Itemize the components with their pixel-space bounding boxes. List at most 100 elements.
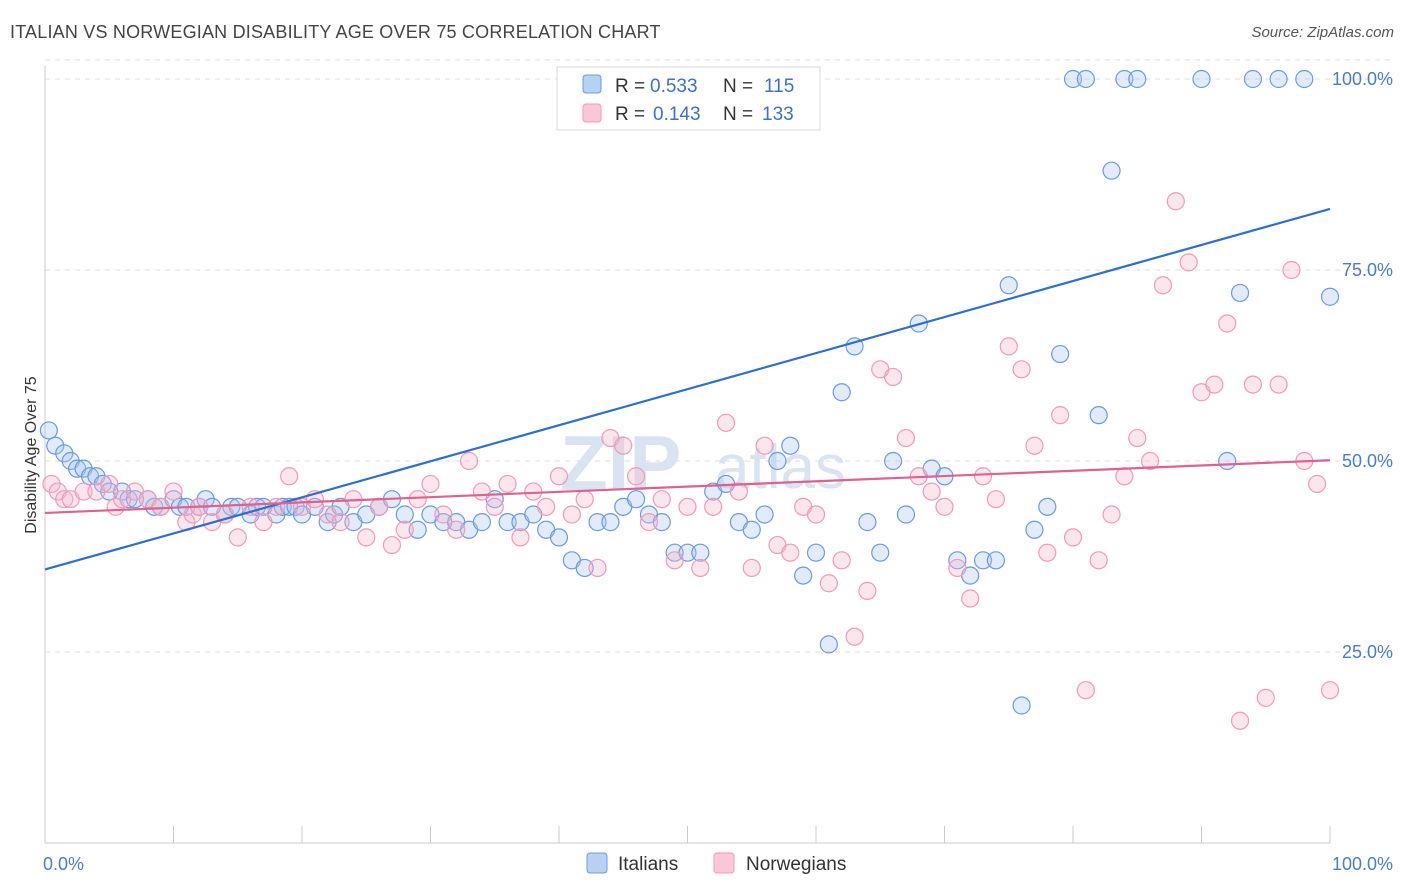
- norwegians-point: [421, 474, 440, 494]
- italians-point: [498, 513, 517, 532]
- italians-point: [883, 451, 903, 471]
- norwegians-point: [524, 482, 543, 501]
- norwegians-point: [1063, 528, 1083, 547]
- norwegians-point: [1089, 551, 1108, 570]
- legend-n-value-2: 133: [762, 104, 794, 125]
- norwegians-point: [511, 528, 530, 547]
- norwegians-point: [1012, 360, 1031, 379]
- norwegians-point: [1230, 711, 1250, 730]
- norwegians-point: [164, 482, 183, 501]
- italians-point: [408, 520, 427, 539]
- italians-point: [93, 474, 112, 494]
- italians-point: [1115, 69, 1134, 89]
- norwegians-point: [729, 482, 749, 501]
- italians-point: [325, 505, 344, 524]
- italians-point: [55, 444, 74, 463]
- italians-point: [196, 490, 215, 509]
- bottom-legend-norwegians: Norwegians: [746, 854, 846, 875]
- norwegians-point: [935, 497, 954, 516]
- bottom-legend-swatch-italians: [586, 852, 608, 874]
- norwegians-point: [806, 505, 826, 524]
- italians-point: [768, 451, 787, 471]
- italians-point: [588, 513, 607, 532]
- norwegians-point: [678, 497, 697, 516]
- norwegians-point: [254, 513, 273, 532]
- norwegians-point: [74, 482, 93, 501]
- x-tick-labels: 0.0% 100.0%: [43, 854, 1393, 874]
- norwegians-point: [1243, 375, 1263, 394]
- norwegians-point: [55, 490, 74, 509]
- legend-n-label-1: N =: [723, 76, 753, 97]
- italians-point: [742, 520, 761, 539]
- legend-n-value-1: 115: [764, 76, 794, 97]
- italians-point: [1218, 451, 1237, 471]
- bottom-legend-swatch-norwegians: [713, 852, 735, 874]
- italians-point: [39, 421, 58, 440]
- norwegians-point: [858, 581, 877, 600]
- italians-point: [222, 497, 241, 516]
- italians-point: [1102, 161, 1121, 180]
- norwegians-point: [1153, 276, 1173, 295]
- norwegians-point: [986, 490, 1006, 509]
- norwegians-point: [575, 490, 594, 509]
- axes: [44, 66, 1331, 844]
- italians-point: [652, 513, 671, 532]
- norwegians-point: [691, 558, 710, 578]
- italians-point: [1089, 406, 1108, 425]
- italians-point: [691, 543, 710, 562]
- italians-point: [1320, 287, 1340, 306]
- italians-point: [1012, 696, 1031, 715]
- italians-points: [39, 69, 1340, 715]
- italians-point: [755, 505, 774, 524]
- norwegians-trend-line: [44, 459, 1331, 515]
- norwegians-point: [1256, 688, 1275, 707]
- norwegians-point: [1038, 543, 1057, 562]
- norwegians-point: [370, 497, 389, 516]
- legend-r-value-2: 0.143: [653, 104, 701, 125]
- legend-swatch-italians: [582, 74, 602, 94]
- norwegians-point: [1269, 375, 1288, 394]
- norwegians-point: [961, 589, 980, 608]
- trend-lines: [44, 207, 1331, 571]
- italians-point: [549, 528, 569, 547]
- y-tick-label: 100.0%: [1332, 69, 1393, 89]
- norwegians-point: [1025, 436, 1044, 455]
- norwegians-point: [704, 497, 723, 516]
- watermark-atlas: atlas: [715, 433, 846, 502]
- legend-r-label-1: R =: [615, 76, 645, 97]
- norwegians-point: [973, 467, 993, 486]
- italians-point: [999, 276, 1018, 295]
- y-tick-label: 25.0%: [1342, 642, 1393, 662]
- italians-point: [395, 505, 414, 524]
- legend-swatch-norwegians: [582, 103, 602, 123]
- norwegians-point: [832, 551, 851, 570]
- source-label: Source: ZipAtlas.com: [1251, 24, 1394, 41]
- norwegians-point: [922, 482, 941, 501]
- norwegians-point: [626, 467, 646, 486]
- italians-point: [973, 551, 993, 570]
- norwegians-point: [459, 451, 479, 471]
- norwegians-point: [395, 520, 414, 539]
- norwegians-point: [1308, 474, 1327, 494]
- stats-legend: R = 0.533 N = 115 R = 0.143 N = 133: [556, 66, 821, 131]
- norwegians-point: [716, 413, 736, 432]
- legend-n-label-2: N =: [723, 104, 753, 125]
- norwegians-point: [1205, 375, 1224, 394]
- norwegians-point: [1102, 505, 1121, 524]
- italians-point: [948, 551, 967, 570]
- legend-r-label-2: R =: [615, 104, 645, 125]
- norwegians-point: [498, 474, 517, 494]
- italians-point: [472, 513, 491, 532]
- x-tick-label: 100.0%: [1332, 854, 1393, 874]
- norwegians-point: [408, 490, 427, 509]
- norwegians-point: [447, 520, 466, 539]
- norwegians-point: [999, 337, 1018, 356]
- norwegians-point: [100, 474, 119, 494]
- norwegians-point: [1218, 314, 1237, 333]
- norwegians-point: [639, 513, 659, 532]
- chart-title: ITALIAN VS NORWEGIAN DISABILITY AGE OVER…: [10, 22, 661, 42]
- y-axis-label: Disability Age Over 75: [23, 376, 40, 534]
- italians-point: [318, 513, 337, 532]
- norwegians-point: [588, 558, 607, 578]
